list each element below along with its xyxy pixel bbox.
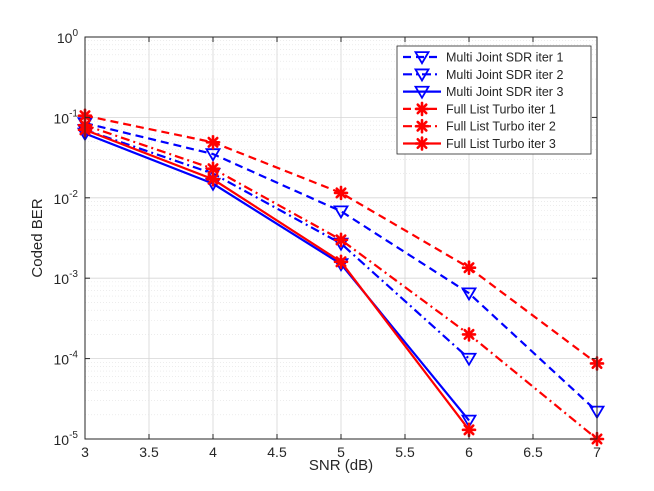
y-tick-label: 10-3 — [54, 269, 79, 287]
legend-marker — [413, 68, 431, 83]
legend-label: Multi Joint SDR iter 2 — [446, 68, 563, 82]
legend-entry: Multi Joint SDR iter 2 — [403, 68, 563, 83]
data-point — [333, 232, 349, 248]
x-tick-label: 6 — [465, 444, 473, 460]
series-line — [84, 114, 598, 365]
x-tick-label: 5 — [337, 444, 345, 460]
series-line — [84, 124, 598, 440]
y-tick-label: 100 — [57, 28, 79, 46]
legend-label: Multi Joint SDR iter 1 — [446, 51, 563, 65]
series-line — [84, 128, 470, 360]
x-tick-label: 4 — [209, 444, 217, 460]
x-tick-label: 4.5 — [267, 444, 287, 460]
data-point — [461, 260, 477, 276]
legend-entry: Full List Turbo iter 3 — [403, 136, 556, 151]
legend-marker — [414, 136, 430, 151]
data-point — [333, 254, 349, 270]
series-line — [84, 132, 470, 422]
x-tick-label: 3 — [81, 444, 89, 460]
data-point — [460, 414, 478, 429]
legend-entry: Full List Turbo iter 1 — [403, 101, 556, 117]
data-point — [460, 352, 478, 367]
data-point — [460, 287, 478, 302]
data-point — [205, 171, 221, 187]
data-point — [332, 205, 350, 220]
series-line — [84, 122, 598, 413]
legend-label: Full List Turbo iter 3 — [446, 137, 556, 151]
series-layer — [76, 108, 606, 447]
legend: Multi Joint SDR iter 1 Multi Joint SDR it… — [396, 45, 592, 155]
x-tick-label: 3.5 — [139, 444, 159, 460]
data-point — [461, 422, 477, 438]
data-point — [205, 135, 221, 150]
data-point — [333, 185, 349, 201]
legend-marker — [414, 101, 430, 117]
y-axis-label: Coded BER — [29, 198, 46, 277]
data-point — [461, 327, 477, 342]
legend-entry: Multi Joint SDR iter 1 — [403, 51, 563, 65]
legend-marker — [413, 51, 431, 65]
series-6 — [77, 122, 477, 438]
series-line — [84, 128, 470, 431]
legend-marker — [413, 85, 431, 100]
x-tick-label: 5.5 — [395, 444, 415, 460]
x-tick-label: 7 — [593, 444, 601, 460]
legend-label: Full List Turbo iter 2 — [446, 120, 556, 134]
y-tick-label: 10-2 — [54, 189, 79, 207]
y-tick-label: 10-1 — [54, 108, 79, 126]
axis-ticks: 3 3.5 4 4.5 5 5.5 6 6.5 7 100 10-1 10-2 10-3 10-4 10-5 — [54, 28, 602, 460]
y-tick-label: 10-4 — [54, 350, 79, 368]
legend-entry: Full List Turbo iter 2 — [403, 118, 556, 134]
y-tick-label: 10-5 — [54, 430, 79, 448]
legend-box — [396, 45, 592, 155]
legend-label: Multi Joint SDR iter 3 — [446, 85, 563, 99]
legend-marker — [414, 118, 430, 134]
legend-label: Full List Turbo iter 1 — [446, 102, 556, 116]
axis-labels: SNR (dB) Coded BER — [29, 198, 373, 474]
x-tick-label: 6.5 — [523, 444, 543, 460]
legend-entry: Multi Joint SDR iter 3 — [403, 85, 563, 100]
x-axis-label: SNR (dB) — [309, 457, 373, 474]
